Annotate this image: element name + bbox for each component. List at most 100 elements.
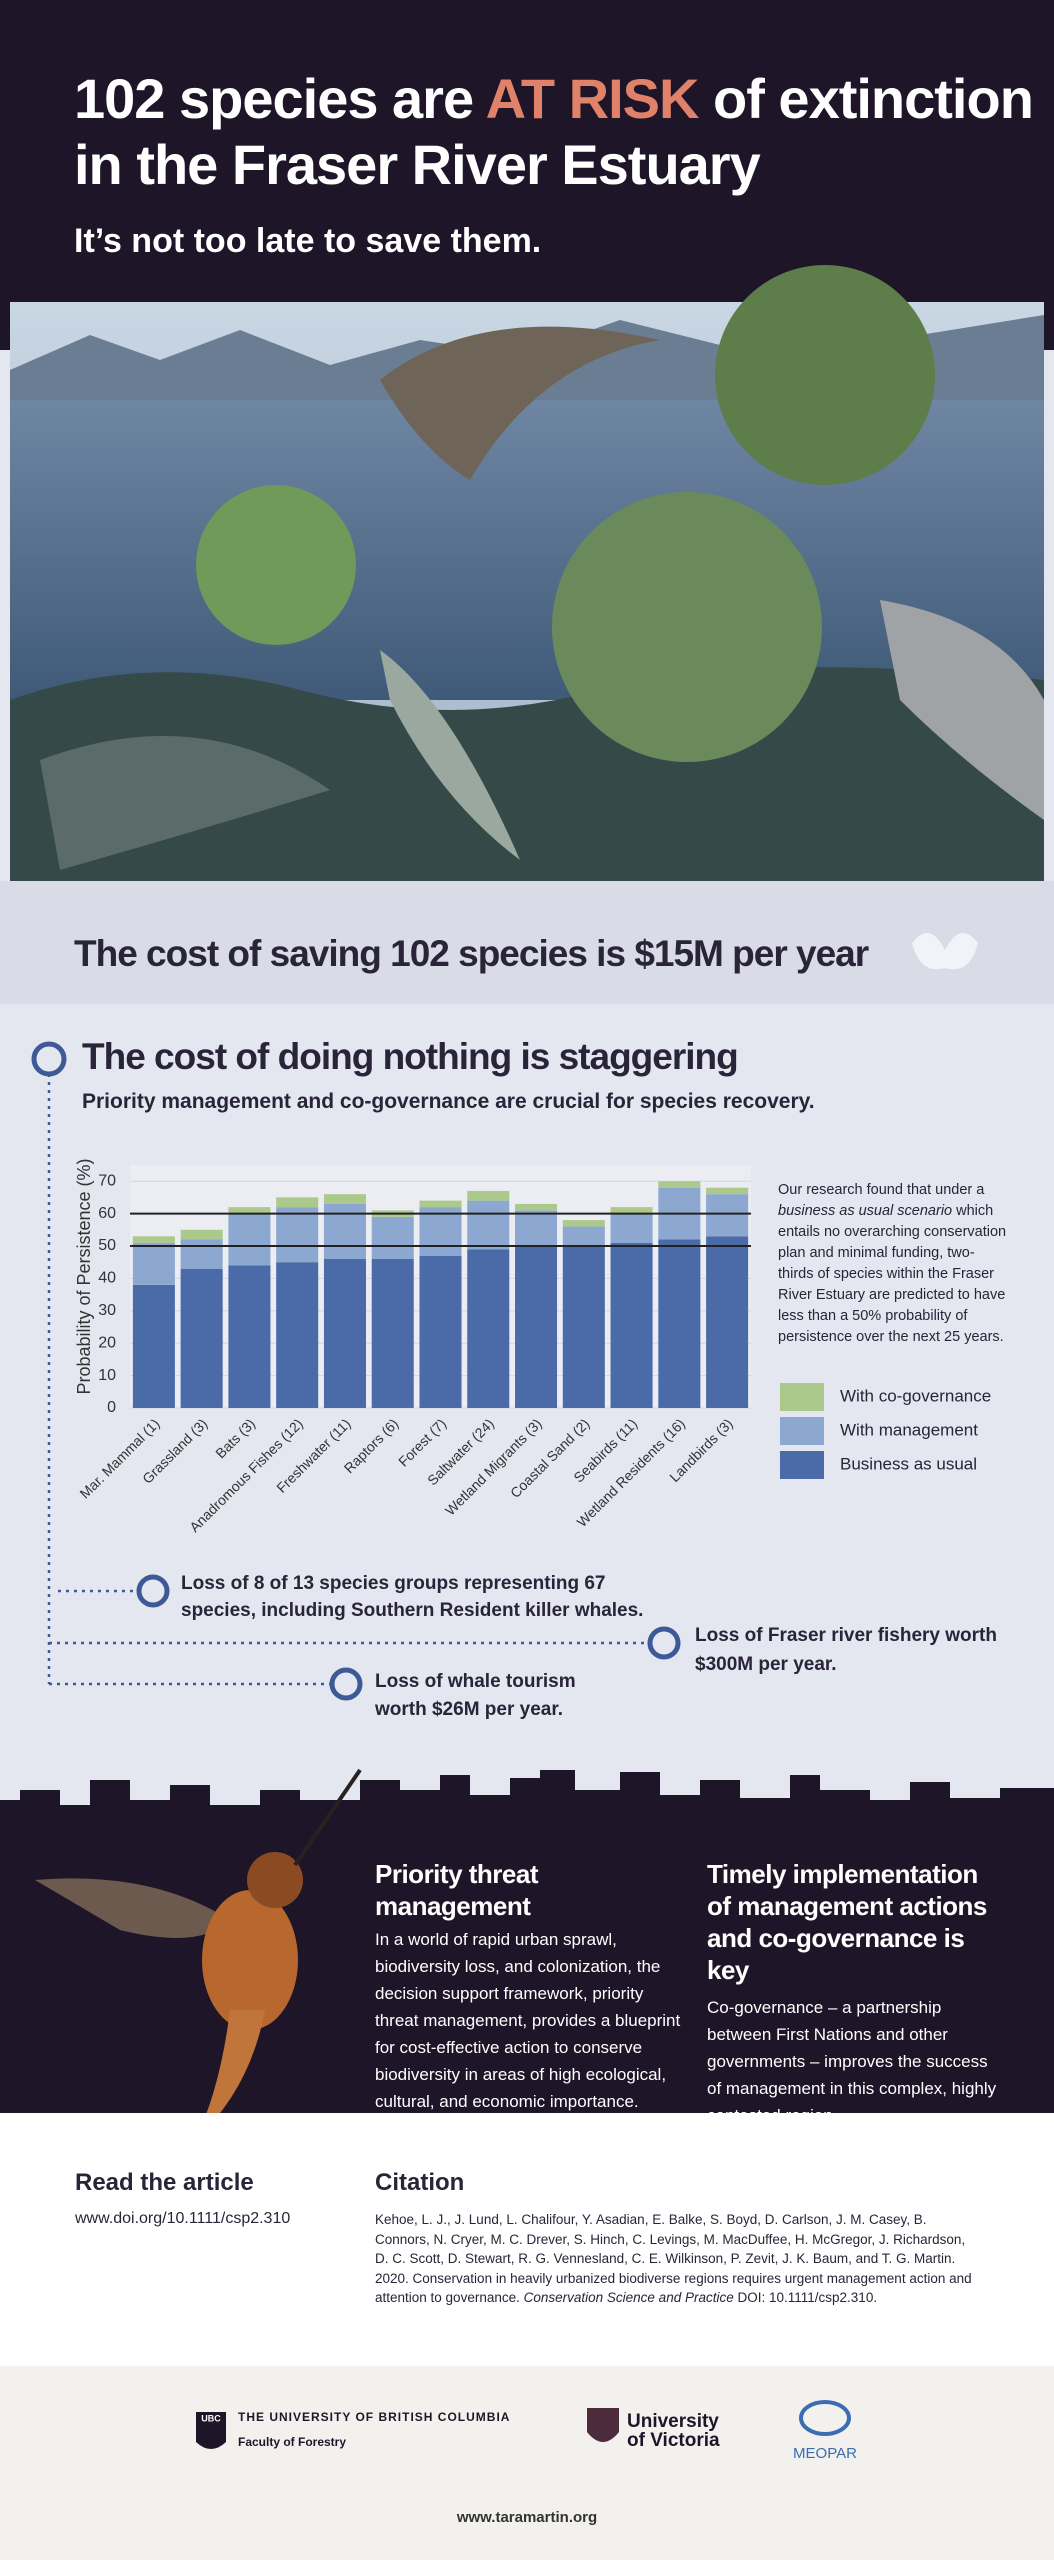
y-tick-label: 30 bbox=[98, 1302, 116, 1319]
bar-segment bbox=[132, 1242, 175, 1285]
bar-segment bbox=[180, 1229, 223, 1240]
title-highlight: AT RISK bbox=[485, 67, 700, 130]
bar-segment bbox=[706, 1194, 749, 1237]
ubc-logo: UBC THE UNIVERSITY OF BRITISH COLUMBIA F… bbox=[196, 2410, 510, 2449]
column-body: In a world of rapid urban sprawl, biodiv… bbox=[375, 1930, 681, 2111]
legend-label: With management bbox=[840, 1420, 978, 1439]
website: www.taramartin.org bbox=[456, 2509, 597, 2526]
uvic-line1: University bbox=[627, 2411, 719, 2432]
bar-segment bbox=[610, 1242, 653, 1408]
bar-segment bbox=[276, 1197, 319, 1208]
uvic-logo: University of Victoria bbox=[587, 2408, 720, 2451]
y-tick-label: 20 bbox=[98, 1334, 116, 1351]
bar-segment bbox=[467, 1190, 510, 1201]
bar-segment bbox=[228, 1265, 271, 1408]
y-tick-label: 70 bbox=[98, 1172, 116, 1189]
bar-segment bbox=[276, 1207, 319, 1263]
column: Priority threat management In a world of… bbox=[375, 1858, 685, 2115]
butterfly-icon bbox=[912, 933, 978, 970]
loss-item: Loss of Fraser river fishery worth $300M… bbox=[695, 1625, 997, 1675]
bar-segment bbox=[276, 1262, 319, 1408]
loss-item: Loss of whale tourism worth $26M per yea… bbox=[375, 1671, 576, 1720]
cost-banner: The cost of saving 102 species is $15M p… bbox=[74, 933, 869, 974]
ubc-name: THE UNIVERSITY OF BRITISH COLUMBIA bbox=[238, 2410, 510, 2424]
bar-segment bbox=[467, 1249, 510, 1408]
bar-segment bbox=[467, 1200, 510, 1250]
article-url: www.doi.org/10.1111/csp2.310 bbox=[75, 2210, 291, 2227]
bar-segment bbox=[658, 1181, 701, 1188]
title-text: of extinction bbox=[713, 67, 1034, 130]
dark-section-bg bbox=[0, 1828, 1054, 2113]
legend-swatch bbox=[780, 1383, 824, 1411]
bar-segment bbox=[562, 1220, 605, 1227]
citation-part: Kehoe, L. J., J. Lund, L. Chalifour, Y. … bbox=[375, 2212, 972, 2306]
bar-segment bbox=[706, 1236, 749, 1408]
legend-swatch bbox=[780, 1417, 824, 1445]
y-tick-label: 10 bbox=[98, 1367, 116, 1384]
article-heading: Read the article bbox=[75, 2169, 254, 2196]
citation-heading: Citation bbox=[375, 2169, 465, 2196]
column: Timely implementation of management acti… bbox=[707, 1858, 997, 2129]
ubc-mark: UBC bbox=[201, 2413, 221, 2423]
bar-segment bbox=[706, 1187, 749, 1195]
bar-segment bbox=[658, 1239, 701, 1408]
y-axis-label: Probability of Persistence (%) bbox=[74, 1158, 94, 1394]
y-tick-label: 40 bbox=[98, 1270, 116, 1287]
note-text: Our research found that under a bbox=[778, 1182, 985, 1198]
bar-segment bbox=[562, 1246, 605, 1408]
bar-segment bbox=[323, 1194, 366, 1204]
bar-segment bbox=[515, 1210, 558, 1246]
bar-segment bbox=[371, 1216, 414, 1259]
y-tick-label: 60 bbox=[98, 1205, 116, 1222]
skyline bbox=[0, 1770, 1054, 1828]
x-tick-label: Bats (3) bbox=[212, 1415, 258, 1461]
bar-segment bbox=[419, 1255, 462, 1408]
note-italic: business as usual scenario bbox=[778, 1203, 953, 1219]
bar-segment bbox=[610, 1213, 653, 1243]
citation-text: Kehoe, L. J., J. Lund, L. Chalifour, Y. … bbox=[375, 2210, 980, 2308]
y-tick-label: 50 bbox=[98, 1237, 116, 1254]
section-subheading: Priority management and co-governance ar… bbox=[82, 1090, 815, 1113]
citation-journal: Conservation Science and Practice bbox=[523, 2290, 734, 2306]
title-text: 102 species are bbox=[74, 67, 474, 130]
x-tick-label: Mar. Mammal (1) bbox=[77, 1415, 163, 1501]
meopar-logo: MEOPAR bbox=[793, 2400, 857, 2462]
footer-bg bbox=[0, 2366, 1054, 2560]
illustration bbox=[10, 265, 1044, 881]
bar-segment bbox=[323, 1203, 366, 1259]
legend-label: With co-governance bbox=[840, 1386, 991, 1405]
bar-segment bbox=[132, 1284, 175, 1408]
bar-segment bbox=[180, 1239, 223, 1269]
bar-segment bbox=[132, 1236, 175, 1243]
citation-part: DOI: 10.1111/csp2.310. bbox=[733, 2290, 878, 2306]
y-tick-label: 0 bbox=[107, 1399, 116, 1416]
bar-segment bbox=[180, 1268, 223, 1408]
title: 102 species are AT RISK of extinction in… bbox=[74, 66, 1034, 198]
legend-label: Business as usual bbox=[840, 1454, 977, 1473]
bar-segment bbox=[371, 1258, 414, 1408]
bar-segment bbox=[610, 1207, 653, 1214]
note-text: which entails no overarching conservatio… bbox=[778, 1203, 1007, 1345]
bar-segment bbox=[419, 1207, 462, 1256]
bar-segment bbox=[323, 1258, 366, 1408]
meopar-text: MEOPAR bbox=[793, 2445, 857, 2462]
section-heading: The cost of doing nothing is staggering bbox=[82, 1036, 739, 1077]
bar-segment bbox=[228, 1213, 271, 1266]
ubc-faculty: Faculty of Forestry bbox=[238, 2435, 346, 2449]
column-heading: Priority threat management bbox=[375, 1859, 539, 1921]
bar-segment bbox=[228, 1207, 271, 1214]
column-body: Co-governance – a partnership between Fi… bbox=[707, 1998, 997, 2125]
banner-bg bbox=[0, 881, 1054, 1004]
bar-segment bbox=[419, 1200, 462, 1208]
bar-segment bbox=[515, 1246, 558, 1408]
bullet-circles bbox=[31, 1041, 681, 1701]
dotted-connectors bbox=[47, 1074, 650, 1686]
legend-swatch bbox=[780, 1451, 824, 1479]
uvic-line2: of Victoria bbox=[627, 2430, 720, 2451]
loss-item: Loss of 8 of 13 species groups represent… bbox=[181, 1573, 644, 1621]
column-heading: Timely implementation of management acti… bbox=[707, 1859, 987, 1985]
bar-segment bbox=[562, 1226, 605, 1246]
hummingbird bbox=[35, 1768, 362, 2140]
